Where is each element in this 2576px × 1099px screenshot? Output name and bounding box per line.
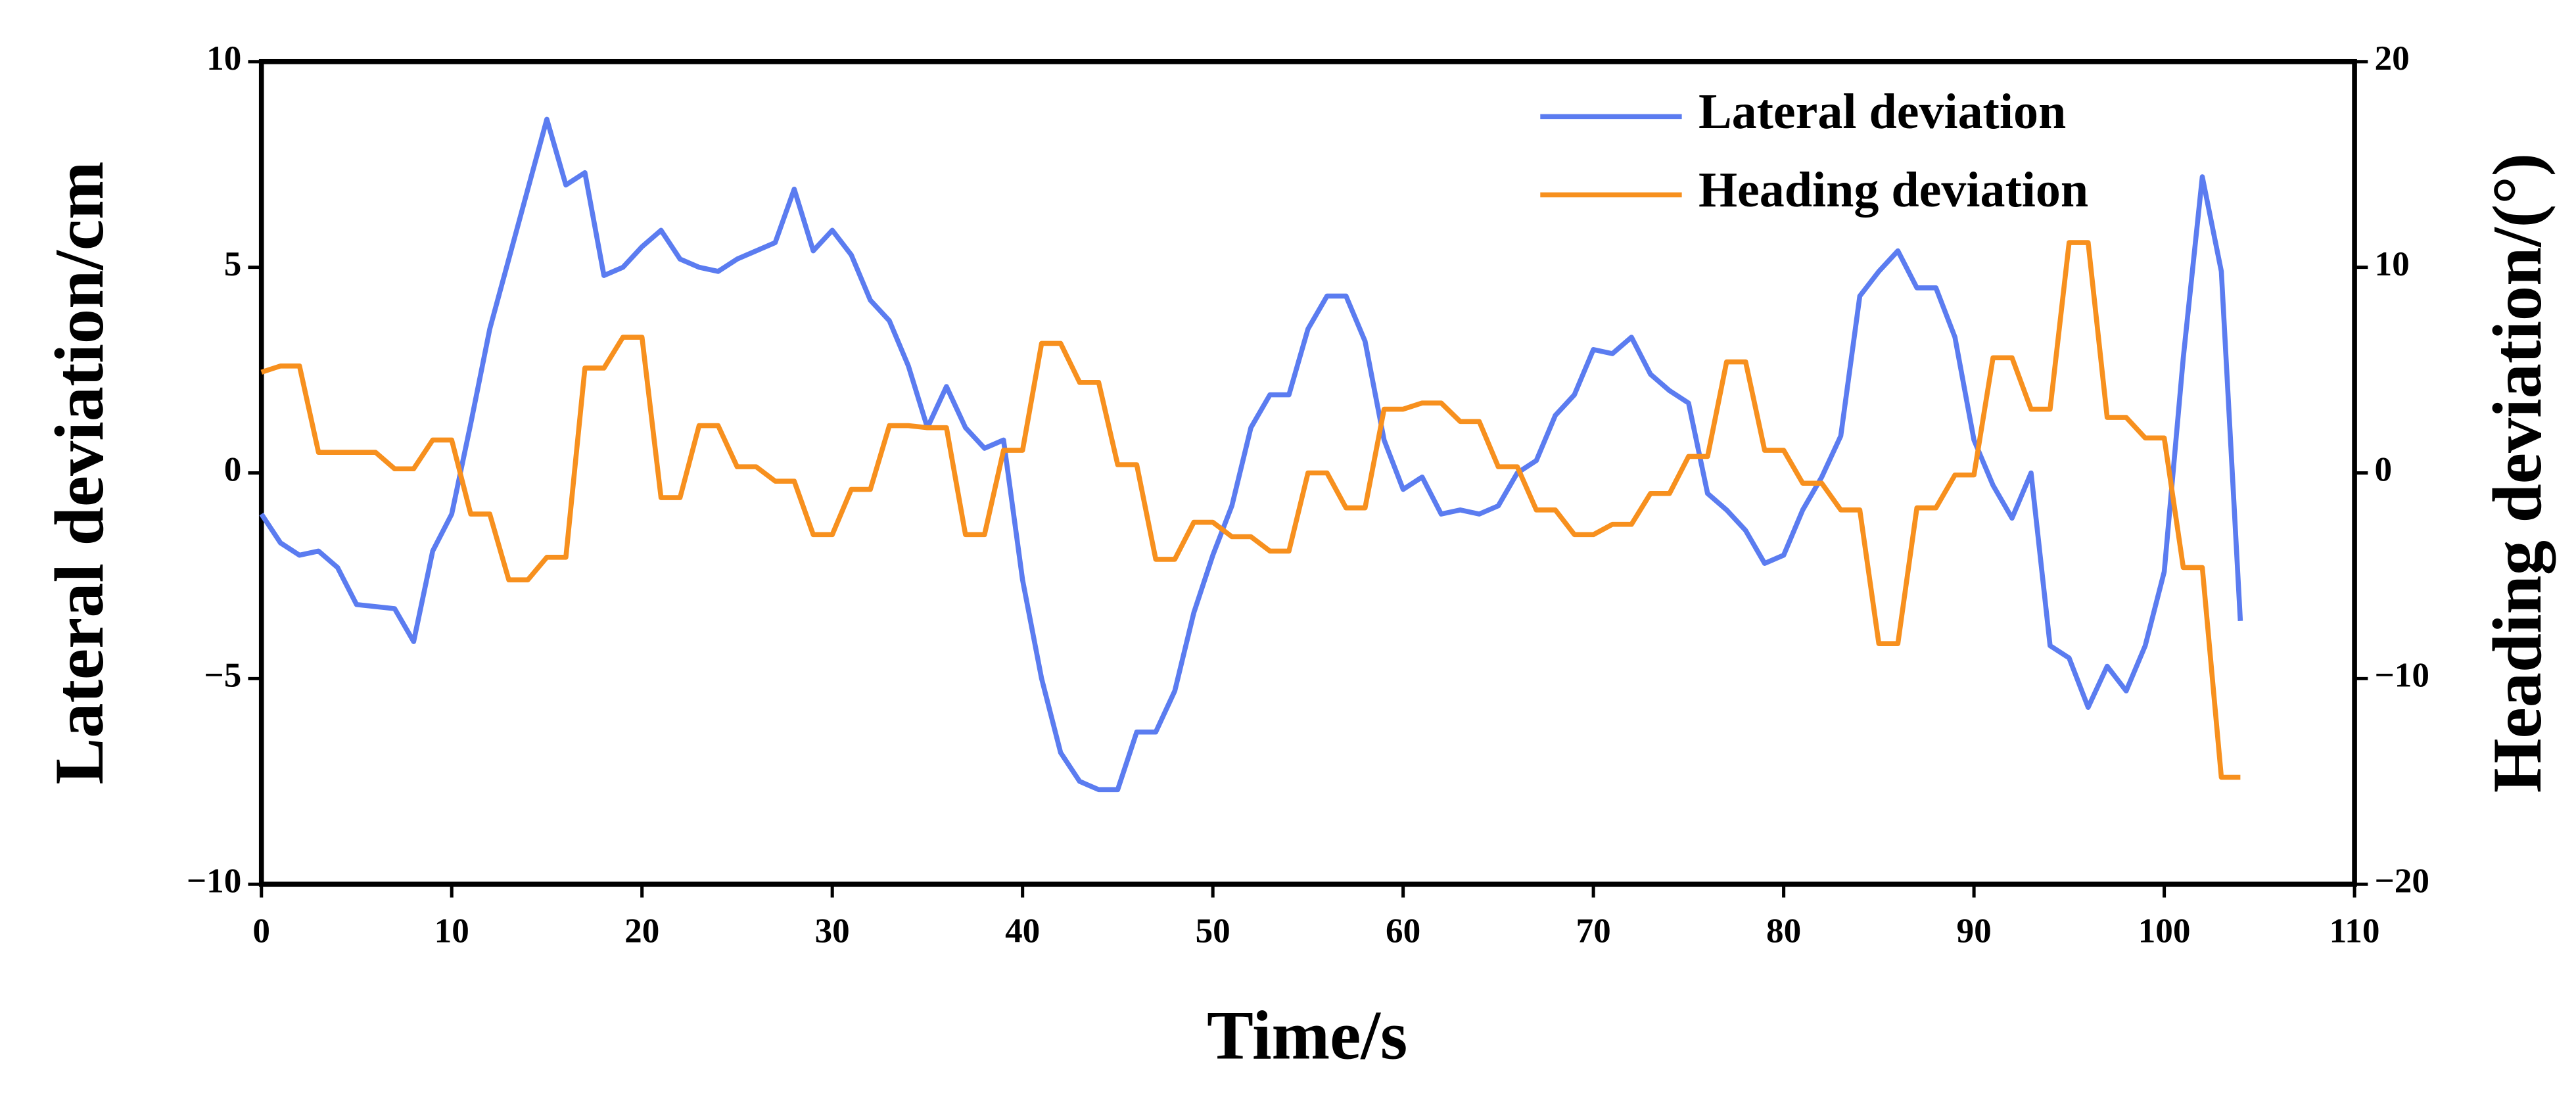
y-tick-label: 0: [224, 450, 242, 489]
y2-tick-label: 20: [2374, 39, 2409, 78]
x-tick-label: 30: [815, 911, 850, 950]
y2-tick-label: 10: [2374, 245, 2409, 283]
x-tick-label: 10: [434, 911, 469, 950]
y2-tick-label: −10: [2374, 656, 2429, 695]
x-tick-label: 70: [1576, 911, 1611, 950]
x-tick-label: 100: [2138, 911, 2191, 950]
legend-label: Heading deviation: [1698, 162, 2088, 218]
data-line: [260, 240, 2241, 780]
x-tick-label: 20: [624, 911, 659, 950]
y-tick-label: 5: [224, 245, 242, 283]
y-tick-label: 10: [206, 39, 241, 78]
y-axis-title: Lateral deviation/cm: [41, 161, 118, 784]
x-tick-label: 80: [1766, 911, 1801, 950]
y2-tick-label: −20: [2374, 861, 2429, 900]
legend-label: Lateral deviation: [1698, 84, 2066, 139]
x-tick-label: 110: [2330, 911, 2380, 950]
y-tick-label: −5: [204, 656, 241, 695]
x-tick-label: 0: [252, 911, 270, 950]
y2-tick-label: 0: [2374, 450, 2392, 489]
x-tick-label: 50: [1196, 911, 1230, 950]
x-tick-label: 90: [1957, 911, 1992, 950]
data-line: [259, 116, 2243, 793]
y-tick-label: −10: [187, 861, 242, 900]
y2-axis-title: Heading deviation/(°): [2479, 153, 2556, 793]
x-tick-label: 60: [1386, 911, 1420, 950]
x-tick-label: 40: [1005, 911, 1040, 950]
x-axis-title: Time/s: [1207, 996, 1407, 1074]
